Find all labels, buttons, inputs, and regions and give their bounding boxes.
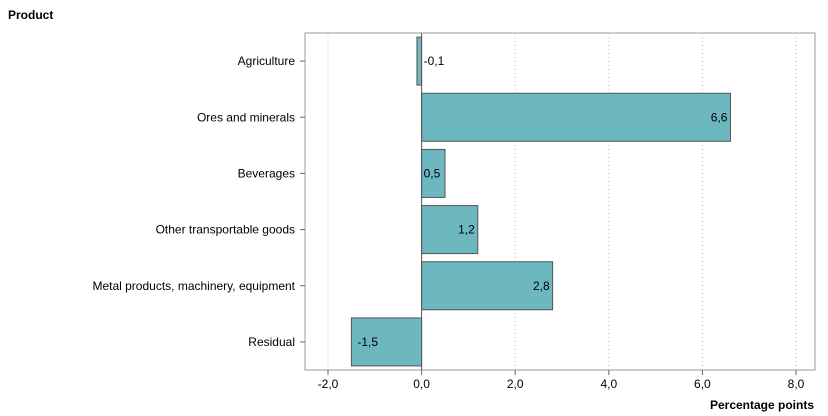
category-label: Metal products, machinery, equipment [92, 279, 295, 293]
bar [421, 261, 554, 311]
x-tick-label: 6,0 [694, 377, 711, 391]
x-tick-label: 4,0 [600, 377, 617, 391]
bar [416, 36, 423, 86]
category-label: Agriculture [238, 54, 296, 68]
data-label: 0,5 [424, 166, 441, 180]
y-axis-title: Product [8, 8, 54, 22]
x-tick-label: 0,0 [413, 377, 430, 391]
category-label: Other transportable goods [156, 223, 295, 237]
category-label: Residual [248, 335, 295, 349]
data-label: 6,6 [711, 110, 728, 124]
plot-border [304, 32, 816, 371]
data-label: -0,1 [424, 54, 445, 68]
x-tick-label: -2,0 [318, 377, 339, 391]
x-tick-label: 8,0 [788, 377, 805, 391]
data-label: 2,8 [533, 279, 550, 293]
category-label: Beverages [238, 166, 295, 180]
x-axis-title: Percentage points [709, 398, 814, 412]
category-label: Ores and minerals [197, 110, 295, 124]
x-tick-label: 2,0 [507, 377, 524, 391]
data-label: -1,5 [357, 335, 378, 349]
bar [421, 92, 731, 142]
bar [350, 317, 423, 367]
data-label: 1,2 [458, 223, 475, 237]
